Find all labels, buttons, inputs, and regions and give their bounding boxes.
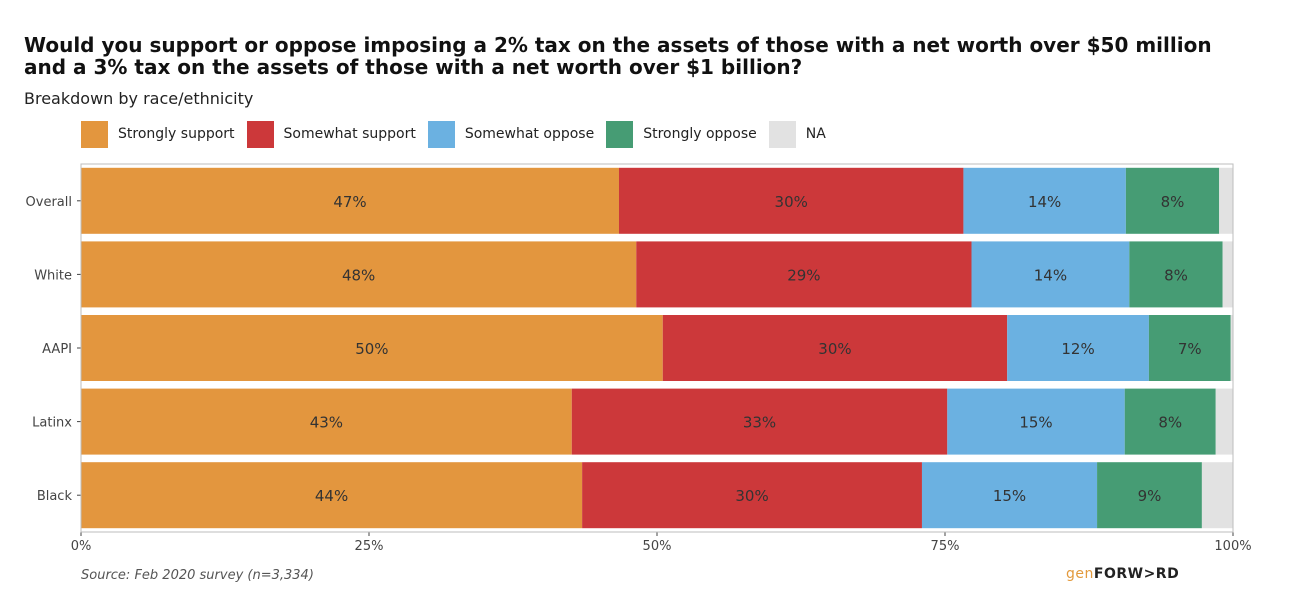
bar-white-na bbox=[1222, 241, 1233, 308]
legend-swatch bbox=[427, 120, 455, 148]
chart-subtitle: Breakdown by race/ethnicity bbox=[24, 89, 254, 108]
data-label-aapi-somewhat-support: 30% bbox=[818, 340, 851, 358]
data-label-black-strongly-oppose: 9% bbox=[1138, 487, 1162, 505]
y-tick-label-white: White bbox=[34, 268, 72, 283]
legend-swatch bbox=[81, 120, 108, 148]
bar-white-somewhat-oppose bbox=[971, 241, 1130, 308]
y-tick-label-aapi: AAPI bbox=[42, 342, 72, 357]
data-label-latinx-somewhat-support: 33% bbox=[743, 414, 776, 432]
bar-black-na bbox=[1201, 462, 1233, 529]
legend-label: Strongly oppose bbox=[643, 126, 757, 142]
bar-aapi-somewhat-oppose bbox=[1007, 315, 1149, 381]
legend-swatch bbox=[606, 120, 634, 148]
legend-item-na: NA bbox=[768, 120, 826, 148]
bar-white-somewhat-support bbox=[636, 241, 972, 308]
data-label-overall-strongly-oppose: 8% bbox=[1161, 193, 1185, 211]
legend-swatch bbox=[246, 120, 274, 148]
data-label-white-somewhat-support: 29% bbox=[787, 266, 820, 284]
brand-logo: genFORW>RD bbox=[1066, 566, 1179, 582]
legend-item-strongly-oppose: Strongly oppose bbox=[606, 120, 757, 148]
x-tick-label-2: 50% bbox=[643, 539, 672, 554]
bar-black-somewhat-support bbox=[582, 462, 922, 529]
y-tick-label-latinx: Latinx bbox=[32, 416, 72, 431]
legend: Strongly support Somewhat support Somewh… bbox=[81, 120, 838, 148]
data-label-overall-strongly-support: 47% bbox=[333, 193, 366, 211]
y-tick-label-overall: Overall bbox=[26, 195, 72, 210]
data-label-latinx-strongly-oppose: 8% bbox=[1158, 414, 1182, 432]
data-label-latinx-somewhat-oppose: 15% bbox=[1019, 414, 1052, 432]
brand-logo-part2: FORW>RD bbox=[1093, 566, 1180, 582]
legend-swatch bbox=[768, 120, 796, 148]
data-label-black-somewhat-support: 30% bbox=[735, 487, 768, 505]
chart-title: Would you support or oppose imposing a 2… bbox=[24, 33, 1212, 79]
x-tick-label-1: 25% bbox=[355, 539, 384, 554]
bar-overall-somewhat-support bbox=[618, 167, 964, 234]
legend-item-strongly-support: Strongly support bbox=[81, 120, 235, 148]
bar-aapi-na bbox=[1230, 315, 1233, 381]
bar-white-strongly-oppose bbox=[1129, 241, 1223, 308]
bar-latinx-strongly-support bbox=[81, 388, 572, 455]
data-label-white-somewhat-oppose: 14% bbox=[1034, 266, 1067, 284]
data-label-aapi-strongly-support: 50% bbox=[355, 340, 388, 358]
bar-aapi-somewhat-support bbox=[662, 315, 1008, 381]
bar-overall-strongly-support bbox=[81, 167, 619, 234]
x-tick-label-4: 100% bbox=[1214, 539, 1251, 554]
data-label-white-strongly-oppose: 8% bbox=[1164, 266, 1188, 284]
legend-label: Somewhat oppose bbox=[464, 126, 595, 142]
data-label-white-strongly-support: 48% bbox=[342, 266, 375, 284]
x-tick-label-0: 0% bbox=[71, 539, 92, 554]
bar-aapi-strongly-support bbox=[81, 315, 663, 381]
bar-black-somewhat-oppose bbox=[921, 462, 1098, 529]
bar-black-strongly-oppose bbox=[1097, 462, 1202, 529]
y-tick-label-black: Black bbox=[37, 489, 73, 504]
legend-label: Somewhat support bbox=[283, 126, 416, 142]
bar-latinx-na bbox=[1215, 388, 1233, 455]
bar-white-strongly-support bbox=[81, 241, 637, 308]
brand-logo-part1: gen bbox=[1066, 566, 1094, 582]
legend-label: Strongly support bbox=[118, 126, 235, 142]
bar-latinx-strongly-oppose bbox=[1124, 388, 1216, 455]
data-label-latinx-strongly-support: 43% bbox=[310, 414, 343, 432]
legend-label: NA bbox=[805, 126, 826, 142]
data-label-black-somewhat-oppose: 15% bbox=[993, 487, 1026, 505]
legend-item-somewhat-oppose: Somewhat oppose bbox=[427, 120, 595, 148]
data-label-aapi-somewhat-oppose: 12% bbox=[1061, 340, 1094, 358]
data-label-aapi-strongly-oppose: 7% bbox=[1178, 340, 1202, 358]
bar-overall-na bbox=[1219, 167, 1233, 234]
data-label-overall-somewhat-oppose: 14% bbox=[1028, 193, 1061, 211]
plot-border bbox=[80, 163, 1234, 533]
bar-aapi-strongly-oppose bbox=[1148, 315, 1231, 381]
bar-overall-somewhat-oppose bbox=[963, 167, 1126, 234]
bar-latinx-somewhat-oppose bbox=[947, 388, 1125, 455]
bar-overall-strongly-oppose bbox=[1125, 167, 1220, 234]
bar-black-strongly-support bbox=[81, 462, 583, 529]
data-label-black-strongly-support: 44% bbox=[315, 487, 348, 505]
x-tick-label-3: 75% bbox=[931, 539, 960, 554]
data-label-overall-somewhat-support: 30% bbox=[775, 193, 808, 211]
source-note: Source: Feb 2020 survey (n=3,334) bbox=[81, 568, 314, 583]
legend-item-somewhat-support: Somewhat support bbox=[246, 120, 416, 148]
bar-latinx-somewhat-support bbox=[571, 388, 948, 455]
